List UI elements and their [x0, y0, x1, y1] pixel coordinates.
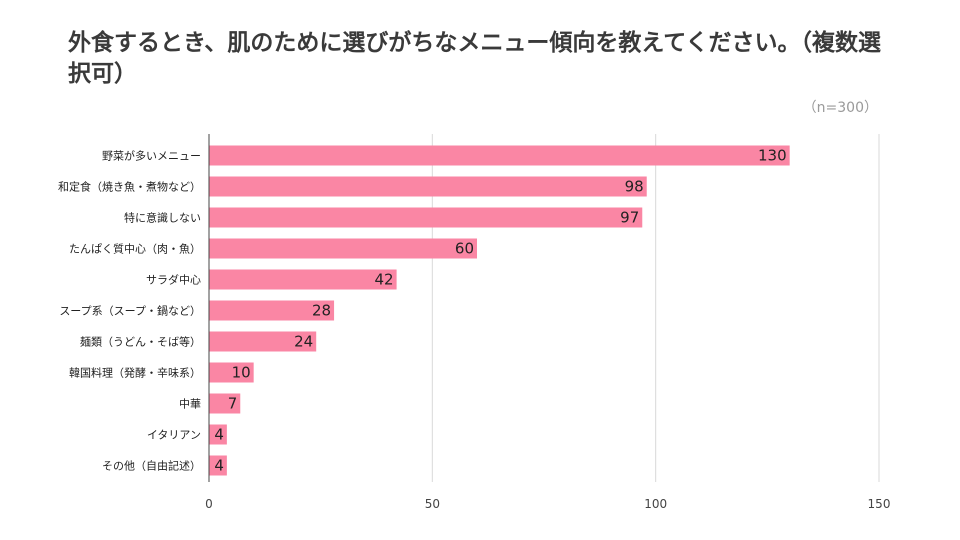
category-label: たんぱく質中心（肉・魚） — [69, 242, 201, 256]
bar — [209, 300, 335, 321]
bar-value-label: 42 — [375, 271, 394, 289]
bar-value-label: 24 — [294, 333, 313, 351]
bar — [209, 238, 477, 259]
bar — [209, 393, 241, 414]
category-label: イタリアン — [147, 429, 201, 442]
bar — [209, 269, 397, 290]
bar — [209, 362, 254, 383]
category-label: スープ系（スープ・鍋など） — [59, 304, 201, 318]
category-label: 特に意識しない — [124, 211, 201, 225]
category-label: 中華 — [179, 398, 201, 411]
bar-value-label: 60 — [455, 240, 474, 258]
x-tick-label: 150 — [868, 497, 891, 511]
sample-size-note: （n=300） — [802, 100, 878, 116]
bar-value-label: 97 — [620, 209, 639, 227]
bar — [209, 424, 227, 445]
bar — [209, 331, 317, 352]
chart-title: 外食するとき、肌のために選びがちなメニュー傾向を教えてください。（複数選択可） — [68, 30, 882, 87]
bar-value-label: 10 — [232, 364, 251, 382]
bar-value-label: 28 — [312, 302, 331, 320]
x-tick-label: 100 — [644, 497, 667, 511]
category-label: 野菜が多いメニュー — [102, 149, 201, 163]
bar-value-label: 98 — [625, 178, 644, 196]
category-label: 韓国料理（発酵・辛味系） — [69, 366, 201, 380]
category-label: サラダ中心 — [146, 273, 201, 287]
x-tick-label: 50 — [425, 497, 440, 511]
bar-value-label: 4 — [214, 426, 224, 444]
category-label: 麺類（うどん・そば等） — [80, 335, 201, 349]
bar — [209, 145, 790, 166]
x-axis-tick-labels: 0 50 100 150 — [205, 497, 890, 511]
bar — [209, 207, 643, 228]
x-tick-label: 0 — [205, 497, 213, 511]
bar-value-label: 4 — [214, 457, 224, 475]
bar-value-label: 7 — [228, 395, 238, 413]
bar-value-label: 130 — [758, 147, 787, 165]
category-label: 和定食（焼き魚・煮物など） — [58, 180, 201, 194]
bar — [209, 455, 227, 476]
bar — [209, 176, 647, 197]
category-label: その他（自由記述） — [102, 459, 201, 473]
